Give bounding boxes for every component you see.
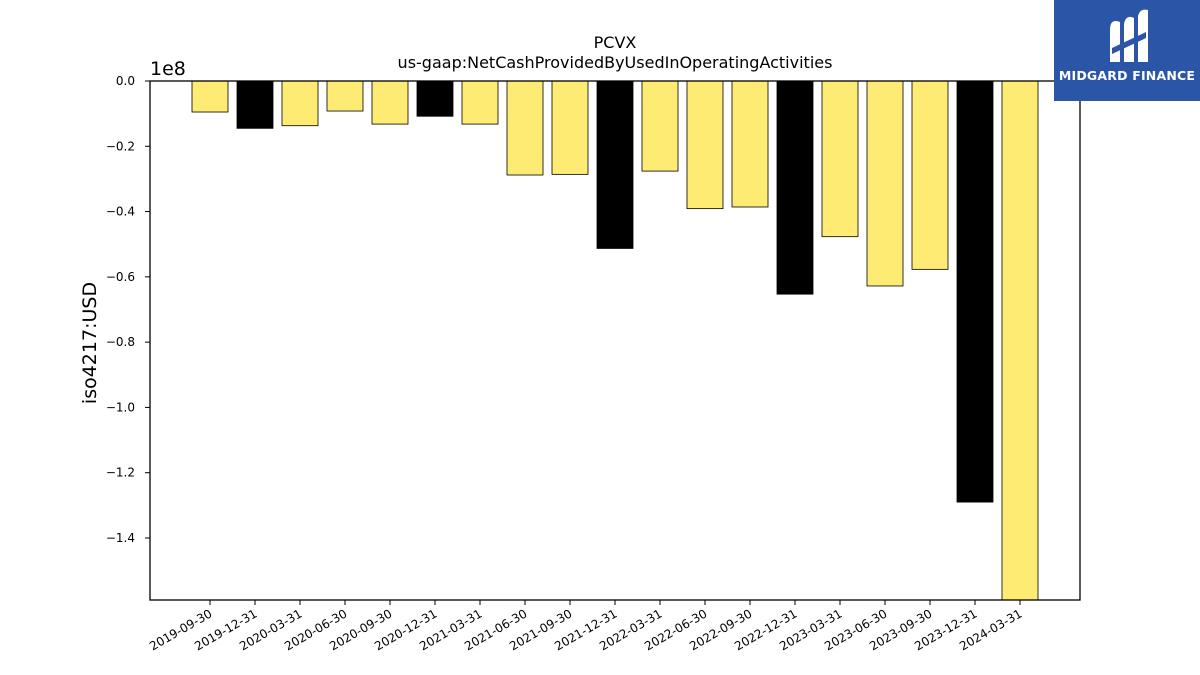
y-tick-label: −1.4: [106, 531, 135, 545]
bar-2022-12-31: [776, 80, 814, 295]
bar-2023-12-31: [956, 80, 994, 503]
bar-2019-09-30: [191, 80, 229, 113]
plot-frame: [149, 80, 1081, 601]
bar-2020-12-31: [416, 80, 454, 117]
y-axis-offset-label: 1e8: [150, 58, 186, 80]
bar-2020-09-30: [371, 80, 409, 125]
bar-2020-03-31: [281, 80, 319, 127]
bar-2022-09-30: [731, 80, 769, 208]
bar-2022-03-31: [641, 80, 679, 172]
bar-2024-03-31: [1001, 80, 1039, 601]
y-axis-label: iso4217:USD: [79, 282, 101, 404]
bar-2019-12-31: [236, 80, 274, 129]
bar-2021-09-30: [551, 80, 589, 175]
chart-subtitle: us-gaap:NetCashProvidedByUsedInOperating…: [398, 53, 833, 72]
midgard-logo-icon: [1110, 9, 1148, 63]
bar-2023-03-31: [821, 80, 859, 238]
x-ticks-group: 2019-09-302019-12-312020-03-312020-06-30…: [147, 600, 1025, 653]
y-tick-label: −0.8: [106, 335, 135, 349]
y-tick-label: −1.0: [106, 400, 135, 414]
bars-group: [191, 80, 1039, 601]
bar-2023-09-30: [911, 80, 949, 270]
y-tick-label: −1.2: [106, 466, 135, 480]
y-tick-label: −0.6: [106, 270, 135, 284]
y-tick-label: −0.2: [106, 139, 135, 153]
y-tick-label: −0.4: [106, 205, 135, 219]
chart-title: PCVX: [594, 33, 637, 52]
bar-2022-06-30: [686, 80, 724, 210]
bar-2021-03-31: [461, 80, 499, 125]
bar-2021-12-31: [596, 80, 634, 249]
brand-logo: MIDGARD FINANCE: [1054, 0, 1200, 101]
logo-text: MIDGARD FINANCE: [1058, 68, 1196, 83]
y-ticks-group: 0.0 −0.2 −0.4 −0.6 −0.8 −1.0 −1.2 −1.4: [106, 74, 150, 545]
y-tick-label: 0.0: [116, 74, 135, 88]
bar-2021-06-30: [506, 80, 544, 176]
bar-2023-06-30: [866, 80, 904, 287]
bar-2020-06-30: [326, 80, 364, 112]
